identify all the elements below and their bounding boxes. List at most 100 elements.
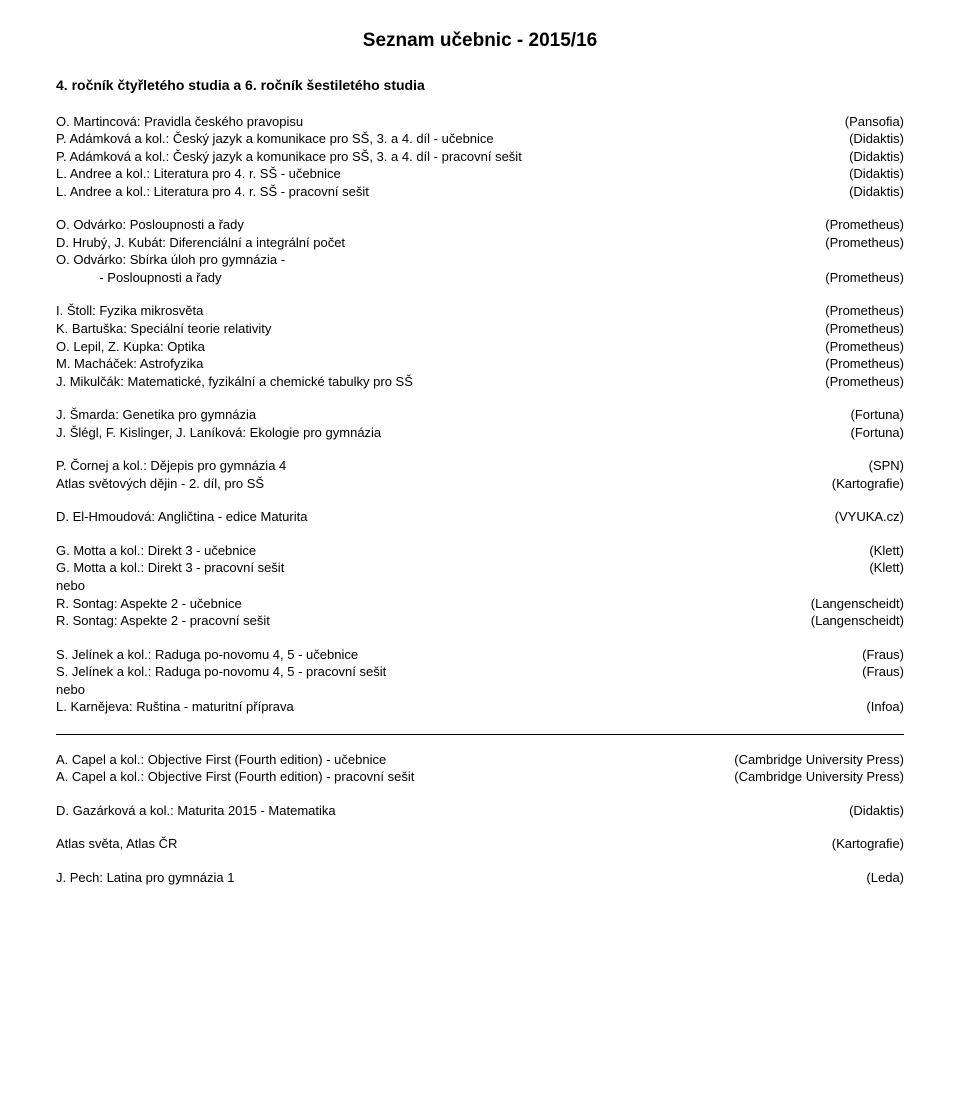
item-text: Atlas světa, Atlas ČR (56, 835, 832, 853)
item-text: A. Capel a kol.: Objective First (Fourth… (56, 768, 734, 786)
list-item: nebo (56, 577, 904, 595)
item-text: G. Motta a kol.: Direkt 3 - učebnice (56, 542, 869, 560)
item-publisher: (Klett) (869, 559, 904, 577)
entry-block: D. El-Hmoudová: Angličtina - edice Matur… (56, 508, 904, 526)
list-item: nebo (56, 681, 904, 699)
list-item: D. Gazárková a kol.: Maturita 2015 - Mat… (56, 802, 904, 820)
item-publisher: (Prometheus) (825, 373, 904, 391)
item-publisher: (SPN) (869, 457, 904, 475)
item-text: nebo (56, 577, 904, 595)
entry-block: J. Pech: Latina pro gymnázia 1(Leda) (56, 869, 904, 887)
item-text: D. Hrubý, J. Kubát: Diferenciální a inte… (56, 234, 825, 252)
list-item: S. Jelínek a kol.: Raduga po-novomu 4, 5… (56, 646, 904, 664)
entry-block: D. Gazárková a kol.: Maturita 2015 - Mat… (56, 802, 904, 820)
item-text: M. Macháček: Astrofyzika (56, 355, 825, 373)
item-publisher: (Pansofia) (845, 113, 904, 131)
list-item: A. Capel a kol.: Objective First (Fourth… (56, 768, 904, 786)
item-text: J. Pech: Latina pro gymnázia 1 (56, 869, 866, 887)
list-item: D. Hrubý, J. Kubát: Diferenciální a inte… (56, 234, 904, 252)
item-text: P. Adámková a kol.: Český jazyk a komuni… (56, 148, 849, 166)
item-publisher: (Fortuna) (851, 406, 904, 424)
list-item: O. Odvárko: Posloupnosti a řady(Promethe… (56, 216, 904, 234)
item-text: L. Andree a kol.: Literatura pro 4. r. S… (56, 165, 849, 183)
item-publisher: (Langenscheidt) (811, 612, 904, 630)
item-text: S. Jelínek a kol.: Raduga po-novomu 4, 5… (56, 646, 862, 664)
list-item: Atlas světových dějin - 2. díl, pro SŠ(K… (56, 475, 904, 493)
list-item: G. Motta a kol.: Direkt 3 - učebnice(Kle… (56, 542, 904, 560)
extra-list: A. Capel a kol.: Objective First (Fourth… (56, 751, 904, 887)
item-text: - Posloupnosti a řady (56, 269, 825, 287)
item-publisher: (Prometheus) (825, 320, 904, 338)
item-publisher: (Prometheus) (825, 234, 904, 252)
item-publisher: (Didaktis) (849, 802, 904, 820)
item-text: P. Čornej a kol.: Dějepis pro gymnázia 4 (56, 457, 869, 475)
list-item: M. Macháček: Astrofyzika(Prometheus) (56, 355, 904, 373)
list-item: J. Šlégl, F. Kislinger, J. Laníková: Eko… (56, 424, 904, 442)
item-publisher: (Infoa) (866, 698, 904, 716)
item-text: A. Capel a kol.: Objective First (Fourth… (56, 751, 734, 769)
item-publisher: (Didaktis) (849, 130, 904, 148)
item-publisher: (Prometheus) (825, 216, 904, 234)
list-item: J. Šmarda: Genetika pro gymnázia(Fortuna… (56, 406, 904, 424)
item-text: D. Gazárková a kol.: Maturita 2015 - Mat… (56, 802, 849, 820)
list-item: A. Capel a kol.: Objective First (Fourth… (56, 751, 904, 769)
list-item: S. Jelínek a kol.: Raduga po-novomu 4, 5… (56, 663, 904, 681)
item-publisher: (Fortuna) (851, 424, 904, 442)
list-item: L. Andree a kol.: Literatura pro 4. r. S… (56, 165, 904, 183)
list-item: R. Sontag: Aspekte 2 - učebnice(Langensc… (56, 595, 904, 613)
item-text: O. Lepil, Z. Kupka: Optika (56, 338, 825, 356)
item-text: K. Bartuška: Speciální teorie relativity (56, 320, 825, 338)
item-publisher: (Didaktis) (849, 183, 904, 201)
entry-block: S. Jelínek a kol.: Raduga po-novomu 4, 5… (56, 646, 904, 716)
item-publisher: (Prometheus) (825, 269, 904, 287)
item-publisher: (Didaktis) (849, 148, 904, 166)
item-text: O. Martincová: Pravidla českého pravopis… (56, 113, 845, 131)
section-divider (56, 734, 904, 735)
entry-block: A. Capel a kol.: Objective First (Fourth… (56, 751, 904, 786)
item-text: O. Odvárko: Posloupnosti a řady (56, 216, 825, 234)
list-item: Atlas světa, Atlas ČR(Kartografie) (56, 835, 904, 853)
item-text: D. El-Hmoudová: Angličtina - edice Matur… (56, 508, 835, 526)
entry-block: G. Motta a kol.: Direkt 3 - učebnice(Kle… (56, 542, 904, 630)
list-item: O. Martincová: Pravidla českého pravopis… (56, 113, 904, 131)
item-publisher: (Kartografie) (832, 475, 904, 493)
item-publisher: (Cambridge University Press) (734, 768, 904, 786)
item-publisher: (Kartografie) (832, 835, 904, 853)
entry-block: O. Odvárko: Posloupnosti a řady(Promethe… (56, 216, 904, 286)
list-item: P. Adámková a kol.: Český jazyk a komuni… (56, 148, 904, 166)
item-publisher: (Prometheus) (825, 302, 904, 320)
main-list: O. Martincová: Pravidla českého pravopis… (56, 113, 904, 716)
list-item: G. Motta a kol.: Direkt 3 - pracovní seš… (56, 559, 904, 577)
list-item: L. Karnějeva: Ruština - maturitní přípra… (56, 698, 904, 716)
item-publisher: (Prometheus) (825, 355, 904, 373)
item-publisher: (Fraus) (862, 646, 904, 664)
page-subtitle: 4. ročník čtyřletého studia a 6. ročník … (56, 76, 904, 95)
list-item: K. Bartuška: Speciální teorie relativity… (56, 320, 904, 338)
item-text: P. Adámková a kol.: Český jazyk a komuni… (56, 130, 849, 148)
list-item: P. Adámková a kol.: Český jazyk a komuni… (56, 130, 904, 148)
item-publisher: (VYUKA.cz) (835, 508, 904, 526)
item-publisher: (Leda) (866, 869, 904, 887)
entry-block: O. Martincová: Pravidla českého pravopis… (56, 113, 904, 201)
list-item: O. Odvárko: Sbírka úloh pro gymnázia - (56, 251, 904, 269)
item-text: J. Šmarda: Genetika pro gymnázia (56, 406, 851, 424)
page-title: Seznam učebnic - 2015/16 (56, 28, 904, 54)
item-text: J. Mikulčák: Matematické, fyzikální a ch… (56, 373, 825, 391)
list-item: O. Lepil, Z. Kupka: Optika(Prometheus) (56, 338, 904, 356)
item-text: G. Motta a kol.: Direkt 3 - pracovní seš… (56, 559, 869, 577)
item-text: R. Sontag: Aspekte 2 - učebnice (56, 595, 811, 613)
item-publisher: (Didaktis) (849, 165, 904, 183)
item-text: nebo (56, 681, 904, 699)
item-text: J. Šlégl, F. Kislinger, J. Laníková: Eko… (56, 424, 851, 442)
item-text: Atlas světových dějin - 2. díl, pro SŠ (56, 475, 832, 493)
list-item: P. Čornej a kol.: Dějepis pro gymnázia 4… (56, 457, 904, 475)
list-item: I. Štoll: Fyzika mikrosvěta(Prometheus) (56, 302, 904, 320)
list-item: - Posloupnosti a řady(Prometheus) (56, 269, 904, 287)
item-publisher: (Langenscheidt) (811, 595, 904, 613)
item-text: L. Karnějeva: Ruština - maturitní přípra… (56, 698, 866, 716)
item-text: I. Štoll: Fyzika mikrosvěta (56, 302, 825, 320)
item-publisher: (Cambridge University Press) (734, 751, 904, 769)
list-item: J. Mikulčák: Matematické, fyzikální a ch… (56, 373, 904, 391)
list-item: L. Andree a kol.: Literatura pro 4. r. S… (56, 183, 904, 201)
item-text: R. Sontag: Aspekte 2 - pracovní sešit (56, 612, 811, 630)
